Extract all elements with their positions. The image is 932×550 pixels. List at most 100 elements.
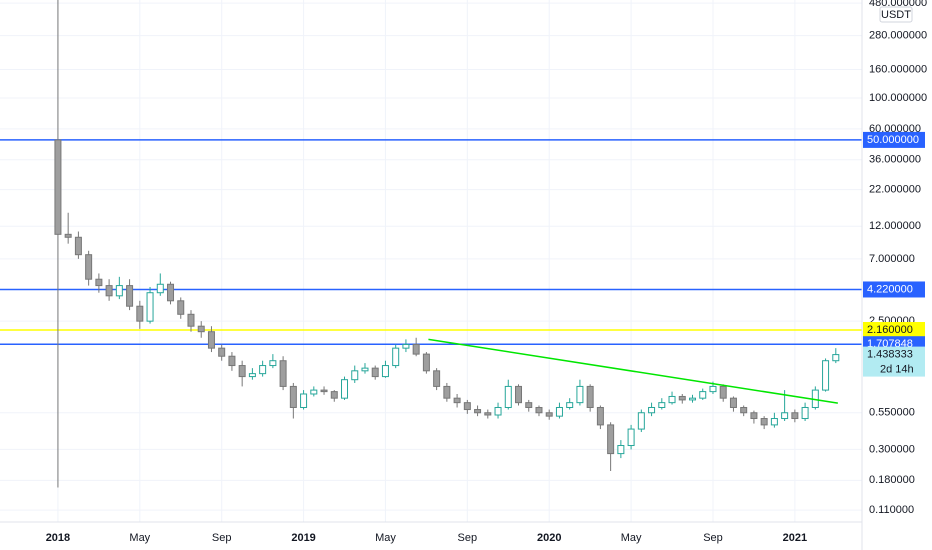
candle-body	[504, 385, 512, 408]
candle-body	[105, 285, 113, 297]
candle-body	[330, 391, 338, 399]
candle-body	[167, 283, 175, 302]
countdown-label: 2d 14h	[880, 364, 914, 376]
x-tick-label: Sep	[212, 532, 232, 544]
x-tick-label: May	[375, 532, 396, 544]
candle-body	[484, 412, 492, 416]
x-tick-label: 2018	[46, 532, 70, 544]
candle-body	[678, 395, 686, 401]
candle-body	[760, 418, 768, 426]
candle-body	[74, 236, 82, 256]
candle-body	[566, 402, 574, 408]
candle-body	[525, 402, 533, 408]
candle-body	[474, 409, 482, 414]
candle-body	[85, 254, 93, 280]
grid	[0, 0, 862, 522]
y-tick-label: 0.110000	[869, 504, 914, 516]
candle-body	[801, 406, 809, 420]
candle-body	[310, 389, 318, 395]
candle-body	[187, 313, 195, 327]
candle-body	[535, 406, 543, 414]
candle-body	[341, 379, 349, 399]
candle-body	[555, 406, 563, 417]
level-label-box	[863, 281, 925, 298]
y-tick-label: 60.000000	[869, 123, 921, 135]
candle-body	[832, 354, 840, 362]
x-tick-label: 2021	[783, 532, 807, 544]
candle-body	[412, 343, 420, 355]
candle-body	[156, 283, 164, 294]
candle-body	[729, 397, 737, 408]
y-tick-label: 280.000000	[869, 30, 927, 42]
candle-body	[648, 406, 656, 414]
x-tick-label: May	[129, 532, 150, 544]
candle-body	[515, 385, 523, 404]
candle-body	[238, 365, 246, 378]
plot-area	[0, 0, 862, 488]
candle-body	[770, 418, 778, 426]
candle-body	[289, 385, 297, 408]
x-tick-label: 2019	[291, 532, 315, 544]
candle-body	[494, 406, 502, 416]
candle-body	[361, 367, 369, 372]
candle-body	[381, 365, 389, 378]
y-tick-label: 480.000000	[869, 0, 927, 9]
candle-body	[627, 428, 635, 447]
level-label-box	[863, 131, 925, 148]
level-label: 4.220000	[867, 283, 913, 295]
trend-line	[428, 338, 838, 404]
candle-body	[64, 233, 72, 238]
candle-body	[596, 406, 604, 426]
x-tick-label: 2020	[537, 532, 561, 544]
candle-body	[218, 347, 226, 357]
candle-body	[207, 331, 215, 349]
candle-body	[637, 412, 645, 430]
candle-body	[822, 360, 830, 391]
y-tick-label: 0.550000	[869, 407, 915, 419]
candle-body	[709, 385, 717, 393]
candle-body	[54, 139, 62, 235]
candle-body	[453, 397, 461, 404]
candle-body	[433, 370, 441, 387]
candle-body	[371, 367, 379, 378]
y-tick-label: 160.000000	[869, 63, 927, 75]
candle-body	[248, 373, 256, 378]
level-label: 2.160000	[867, 324, 913, 336]
candle-body	[146, 292, 154, 322]
y-tick-label: 0.300000	[869, 443, 915, 455]
y-tick-label: 0.180000	[869, 474, 915, 486]
candle-body	[689, 397, 697, 401]
currency: USDT	[881, 9, 911, 21]
price-labels: 50.0000004.2200002.1600001.7078481.43833…	[863, 131, 925, 377]
candle-body	[228, 355, 236, 367]
candle-body	[422, 353, 430, 372]
candle-body	[126, 285, 134, 307]
level-label-box	[863, 321, 925, 338]
candle-body	[177, 300, 185, 315]
candle-body	[115, 285, 123, 297]
x-tick-label: May	[621, 532, 642, 544]
y-tick-label: 100.000000	[869, 92, 927, 104]
candle-body	[463, 402, 471, 411]
candle-body	[781, 412, 789, 420]
candle-body	[300, 393, 308, 408]
y-tick-label: 36.000000	[869, 154, 921, 166]
candle-body	[740, 406, 748, 414]
candle-body	[197, 325, 205, 333]
candle-body	[791, 412, 799, 420]
candle-body	[586, 385, 594, 408]
candle-body	[95, 278, 103, 287]
candle-body	[279, 360, 287, 387]
candle-body	[699, 391, 707, 399]
last-price-label: 1.438333	[867, 349, 913, 361]
candle-body	[617, 445, 625, 455]
y-tick-label: 22.000000	[869, 183, 921, 195]
candle-body	[392, 347, 400, 367]
level-label: 50.000000	[867, 134, 919, 146]
x-tick-label: Sep	[703, 532, 723, 544]
y-tick-label: 12.000000	[869, 220, 921, 232]
candle-body	[719, 385, 727, 399]
candle-body	[269, 360, 277, 367]
candle-body	[545, 412, 553, 417]
